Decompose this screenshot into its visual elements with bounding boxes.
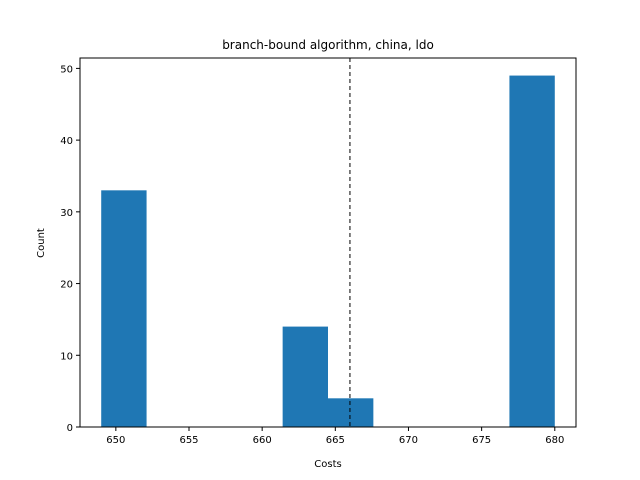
y-axis-ticks: 0 10 20 30 40 50 [60,64,80,434]
y-tick-label: 30 [60,208,73,219]
x-tick-label: 680 [545,435,564,446]
x-tick-label: 660 [253,435,272,446]
histogram-bar [101,190,147,427]
axes-frame [79,57,577,428]
bars-group [101,75,555,428]
x-axis-ticks: 650 655 660 665 670 675 680 [106,427,564,446]
histogram-bar [282,326,328,427]
x-tick-label: 655 [179,435,198,446]
histogram-bar [509,75,555,428]
y-tick-label: 40 [60,136,73,147]
y-tick-label: 50 [60,64,73,75]
y-tick-label: 10 [60,351,73,362]
x-tick-label: 650 [106,435,125,446]
x-axis-label: Costs [314,459,341,470]
y-axis-label: Count [36,228,47,258]
y-tick-label: 0 [67,423,73,434]
histogram-bar [328,398,374,427]
y-tick-label: 20 [60,280,73,291]
x-tick-label: 665 [326,435,345,446]
x-tick-label: 670 [399,435,418,446]
x-tick-label: 675 [472,435,491,446]
chart-title: branch-bound algorithm, china, ldo [222,38,434,52]
